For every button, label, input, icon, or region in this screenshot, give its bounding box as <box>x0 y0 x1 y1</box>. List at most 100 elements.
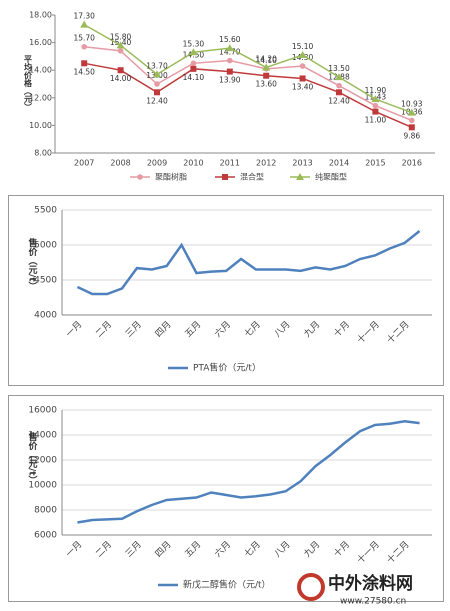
data-label: 9.86 <box>403 131 420 140</box>
marker <box>225 44 234 52</box>
y-tick-label: 16000 <box>28 406 57 416</box>
x-tick-label: 三月 <box>123 319 144 340</box>
chart: 8.00 10.00 12.00 14.00 16.00 18.00 平均价格（元） 2007… <box>23 11 435 182</box>
marker <box>336 89 342 96</box>
x-tick-label: 二月 <box>94 319 115 340</box>
x-tick-label: 2014 <box>329 159 349 168</box>
series-line <box>84 62 413 129</box>
x-tick-label: 五月 <box>183 319 204 340</box>
legend-label: 聚酯树脂 <box>155 172 187 182</box>
data-label: 14.10 <box>255 56 277 65</box>
data-label: 13.40 <box>292 82 314 91</box>
marker <box>80 20 89 28</box>
marker <box>117 48 124 54</box>
marker <box>263 72 270 79</box>
marker <box>296 173 304 180</box>
y-tick-label: 10.00 <box>29 121 52 130</box>
y-tick-label: 14000 <box>28 431 57 441</box>
x-tick-label: 二月 <box>94 539 115 560</box>
marker <box>299 63 306 69</box>
x-tick-label: 十二月 <box>384 318 412 346</box>
x-tick-label: 2008 <box>110 159 130 168</box>
marker <box>153 70 161 78</box>
y-axis-title: 售价（元/t） <box>27 431 39 485</box>
data-label: 14.20 <box>255 54 277 63</box>
marker <box>226 68 233 75</box>
marker <box>81 60 88 67</box>
x-tick-label: 七月 <box>242 319 263 340</box>
marker <box>372 102 379 109</box>
x-tick-label: 2011 <box>220 159 240 168</box>
legend-label: 新戊二醇售价（元/t） <box>183 579 271 591</box>
marker <box>222 174 228 180</box>
x-tick-label: 十二月 <box>384 538 412 566</box>
x-tick-label: 八月 <box>272 539 293 560</box>
data-label: 13.70 <box>146 61 168 70</box>
y-tick-label: 16.00 <box>29 38 52 47</box>
marker <box>190 65 197 72</box>
y-tick-label: 5500 <box>34 206 57 216</box>
y-tick-label: 8.00 <box>34 149 52 158</box>
y-tick-label: 8000 <box>34 506 57 516</box>
y-axis-title: 平均价格（元） <box>23 55 33 111</box>
data-label: 14.50 <box>73 67 95 76</box>
chart: 4000 4500 5000 5500 售价（元/t） 一月 二月 三月 四月 五月 六月 七月 八月九… <box>27 206 432 374</box>
data-label: 15.80 <box>110 32 132 41</box>
chart-3-frame <box>8 395 444 602</box>
data-label: 14.10 <box>183 73 205 82</box>
watermark-logo <box>297 573 325 601</box>
y-tick-label: 5000 <box>34 241 57 251</box>
marker <box>189 48 198 56</box>
data-label: 12.40 <box>328 96 350 105</box>
y-tick-label: 14.00 <box>29 66 52 75</box>
y-tick-label: 4000 <box>34 311 57 321</box>
data-label: 11.00 <box>365 116 387 125</box>
marker <box>409 117 415 124</box>
x-tick-label: 一月 <box>64 319 85 340</box>
marker <box>371 95 380 103</box>
data-label: 17.30 <box>73 12 95 21</box>
x-tick-label: 十一月 <box>354 538 382 566</box>
x-tick-label: 五月 <box>183 539 204 560</box>
chart: 6000 8000 10000 12000 14000 16000 售价（元/t） 一月 二月三… <box>27 406 432 591</box>
marker <box>408 124 415 131</box>
data-label: 14.70 <box>219 48 241 57</box>
x-tick-label: 九月 <box>302 539 323 560</box>
x-tick-label: 十月 <box>331 538 352 559</box>
marker <box>298 51 307 59</box>
x-tick-label: 九月 <box>302 319 323 340</box>
x-tick-label: 2010 <box>183 159 203 168</box>
x-tick-label: 2016 <box>402 159 422 168</box>
chart-1-frame <box>0 0 450 188</box>
data-label: 11.90 <box>365 86 387 95</box>
marker <box>190 60 197 67</box>
series-line <box>84 45 413 122</box>
data-label: 13.60 <box>255 80 277 89</box>
legend-label: 混合型 <box>240 172 264 182</box>
data-label: 13.50 <box>328 64 350 73</box>
marker <box>117 67 124 74</box>
data-label: 12.40 <box>146 96 168 105</box>
series-line <box>77 419 420 524</box>
legend-label: 纯聚酯型 <box>315 172 347 182</box>
marker <box>137 174 143 180</box>
marker <box>372 108 379 115</box>
marker <box>407 108 416 116</box>
marker <box>335 73 343 81</box>
y-tick-label: 18.00 <box>29 11 52 20</box>
data-label: 15.10 <box>292 42 314 51</box>
x-tick-label: 三月 <box>123 539 144 560</box>
data-label: 14.00 <box>110 74 132 83</box>
y-tick-label: 12.00 <box>29 93 52 102</box>
y-tick-label: 12000 <box>28 456 57 466</box>
data-label: 13.90 <box>219 76 241 85</box>
data-label: 10.93 <box>401 100 423 109</box>
x-tick-label: 2012 <box>256 159 276 168</box>
x-tick-label: 八月 <box>272 319 293 340</box>
marker <box>81 43 87 50</box>
y-tick-label: 10000 <box>28 481 57 491</box>
marker <box>154 81 160 87</box>
watermark-url: www.27580.cn <box>340 597 406 607</box>
legend-label: PTA售价（元/t） <box>193 362 261 374</box>
